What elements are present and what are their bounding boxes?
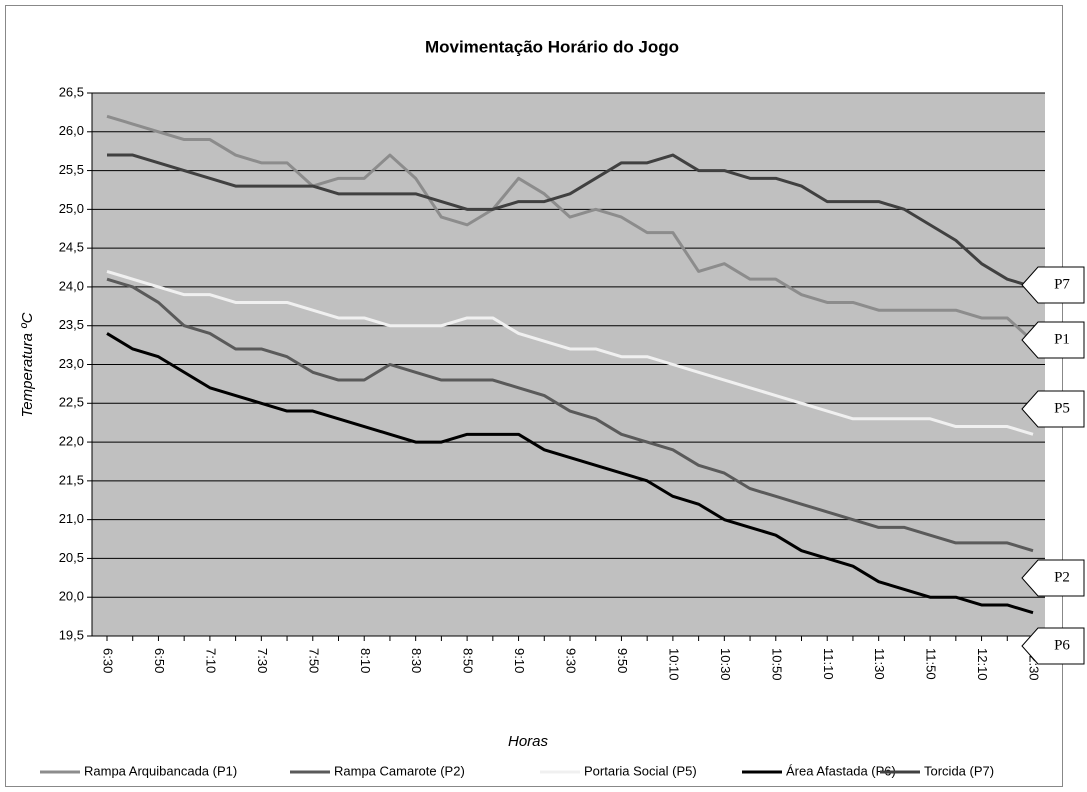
series-line xyxy=(106,332,1034,615)
legend-label: Rampa Arquibancada (P1) xyxy=(84,763,237,778)
x-tick-label: 9:50 xyxy=(615,648,630,673)
x-tick-label: 9:10 xyxy=(512,648,527,673)
y-tick-label: 24,0 xyxy=(59,278,84,293)
y-tick-label: 22,0 xyxy=(59,434,84,449)
callout xyxy=(1021,390,1085,428)
series-line xyxy=(106,114,1035,343)
y-tick-label: 23,0 xyxy=(59,356,84,371)
y-tick-label: 26,5 xyxy=(59,84,84,99)
y-tick-label: 21,0 xyxy=(59,511,84,526)
y-tick-label: 24,5 xyxy=(59,240,84,255)
series-line xyxy=(107,153,1034,289)
x-axis-title: Horas xyxy=(508,733,549,750)
x-tick-label: 8:10 xyxy=(358,648,373,673)
callout-label: P2 xyxy=(1054,569,1070,585)
y-tick-label: 20,0 xyxy=(59,589,84,604)
y-tick-label: 21,5 xyxy=(59,472,84,487)
y-axis-title: Temperatura ºC xyxy=(19,312,36,417)
chart-title: Movimentação Horário do Jogo xyxy=(425,37,679,56)
callout xyxy=(1021,559,1085,597)
x-tick-label: 8:50 xyxy=(461,648,476,673)
y-tick-label: 20,5 xyxy=(59,550,84,565)
y-tick-label: 26,0 xyxy=(59,123,84,138)
x-tick-label: 11:10 xyxy=(821,648,836,680)
y-tick-label: 22,5 xyxy=(59,395,84,410)
x-tick-label: 11:30 xyxy=(872,648,887,680)
x-tick-label: 11:50 xyxy=(924,648,939,680)
x-tick-label: 6:50 xyxy=(152,648,167,673)
legend-label: Área Afastada (P6) xyxy=(786,763,896,778)
callout xyxy=(1021,321,1085,359)
legend-label: Rampa Camarote (P2) xyxy=(334,763,465,778)
y-tick-label: 25,5 xyxy=(59,162,84,177)
callout-label: P5 xyxy=(1054,400,1070,416)
callout-label: P7 xyxy=(1054,276,1070,292)
x-tick-label: 7:10 xyxy=(203,648,218,673)
legend-label: Torcida (P7) xyxy=(924,763,994,778)
legend-label: Portaria Social (P5) xyxy=(584,763,697,778)
callout xyxy=(1021,266,1085,304)
y-tick-label: 19,5 xyxy=(59,627,84,642)
x-tick-label: 10:50 xyxy=(769,648,784,681)
x-tick-label: 7:30 xyxy=(255,648,270,673)
y-tick-label: 23,5 xyxy=(59,317,84,332)
x-tick-label: 7:50 xyxy=(306,648,321,673)
series-line xyxy=(106,277,1034,553)
x-tick-label: 10:10 xyxy=(666,648,681,681)
y-tick-label: 25,0 xyxy=(59,201,84,216)
callout xyxy=(1021,627,1085,665)
callout-label: P1 xyxy=(1054,331,1070,347)
series-line xyxy=(106,269,1034,436)
x-tick-label: 6:30 xyxy=(101,648,116,673)
x-tick-label: 10:30 xyxy=(718,648,733,681)
x-tick-label: 12:10 xyxy=(975,648,990,681)
callout-label: P6 xyxy=(1054,637,1070,653)
x-tick-label: 9:30 xyxy=(564,648,579,673)
x-tick-label: 8:30 xyxy=(409,648,424,673)
